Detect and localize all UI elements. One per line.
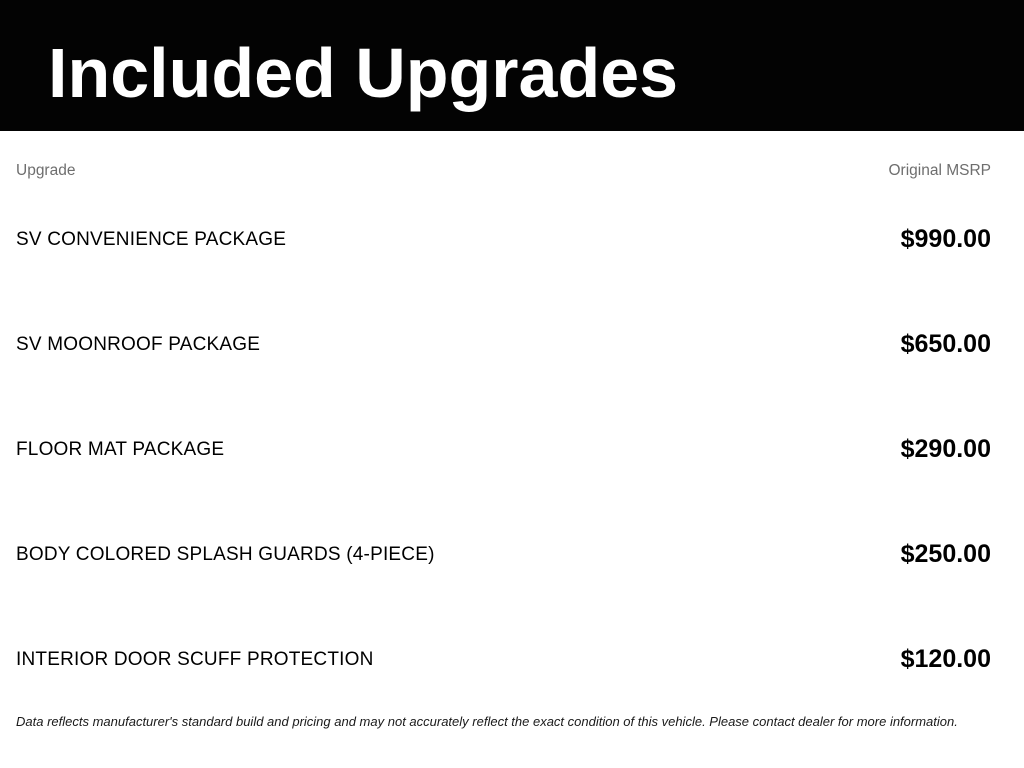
- page-title: Included Upgrades: [48, 33, 679, 112]
- upgrade-price: $250.00: [900, 540, 991, 568]
- upgrade-price: $990.00: [900, 225, 991, 253]
- disclaimer-text: Data reflects manufacturer's standard bu…: [16, 714, 958, 729]
- upgrade-price: $290.00: [900, 435, 991, 463]
- column-header-upgrade: Upgrade: [16, 162, 76, 179]
- upgrade-list: SV CONVENIENCE PACKAGE $990.00 SV MOONRO…: [16, 187, 991, 712]
- page-header-banner: Included Upgrades: [0, 0, 1024, 131]
- upgrades-table: Upgrade Original MSRP SV CONVENIENCE PAC…: [0, 162, 1024, 730]
- table-row: BODY COLORED SPLASH GUARDS (4-PIECE) $25…: [16, 502, 991, 607]
- upgrade-price: $120.00: [900, 645, 991, 673]
- table-row: SV CONVENIENCE PACKAGE $990.00: [16, 187, 991, 292]
- upgrade-price: $650.00: [900, 330, 991, 358]
- table-column-headers: Upgrade Original MSRP: [16, 162, 991, 180]
- upgrade-name: BODY COLORED SPLASH GUARDS (4-PIECE): [16, 543, 435, 565]
- upgrade-name: INTERIOR DOOR SCUFF PROTECTION: [16, 648, 374, 670]
- column-header-original-msrp: Original MSRP: [888, 162, 992, 179]
- upgrade-name: FLOOR MAT PACKAGE: [16, 438, 225, 460]
- table-row: FLOOR MAT PACKAGE $290.00: [16, 397, 991, 502]
- upgrade-name: SV CONVENIENCE PACKAGE: [16, 228, 287, 250]
- table-row: INTERIOR DOOR SCUFF PROTECTION $120.00: [16, 607, 991, 712]
- upgrade-name: SV MOONROOF PACKAGE: [16, 333, 261, 355]
- table-row: SV MOONROOF PACKAGE $650.00: [16, 292, 991, 397]
